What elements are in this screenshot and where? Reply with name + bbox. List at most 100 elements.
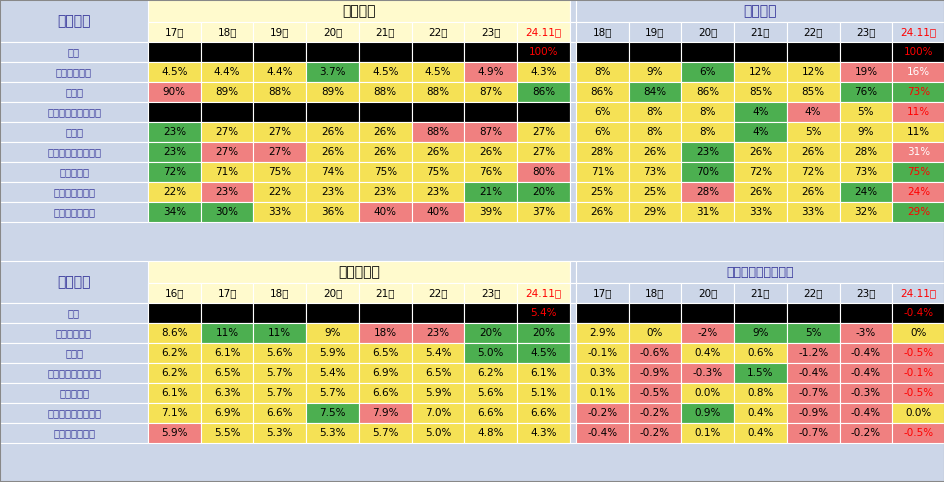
Bar bbox=[200, 62, 253, 82]
Text: 18年: 18年 bbox=[592, 27, 612, 37]
Text: 其中：私营企业: 其中：私营企业 bbox=[53, 207, 95, 217]
Bar bbox=[200, 403, 253, 423]
Bar bbox=[516, 22, 569, 42]
Text: 11%: 11% bbox=[906, 127, 929, 137]
Bar bbox=[412, 142, 464, 162]
Text: 24.11累: 24.11累 bbox=[900, 288, 936, 298]
Bar bbox=[628, 162, 681, 182]
Text: 28%: 28% bbox=[853, 147, 877, 157]
Text: 23%: 23% bbox=[373, 187, 396, 197]
Text: 76%: 76% bbox=[479, 167, 502, 177]
Bar bbox=[306, 62, 359, 82]
Bar bbox=[891, 62, 944, 82]
Bar bbox=[148, 403, 200, 423]
Bar bbox=[838, 323, 891, 343]
Bar bbox=[569, 343, 575, 363]
Bar bbox=[306, 423, 359, 443]
Bar bbox=[306, 142, 359, 162]
Text: 88%: 88% bbox=[426, 87, 449, 97]
Text: 7.9%: 7.9% bbox=[372, 408, 398, 418]
Bar bbox=[516, 62, 569, 82]
Text: -0.5%: -0.5% bbox=[902, 348, 933, 358]
Bar bbox=[359, 343, 412, 363]
Text: 90%: 90% bbox=[162, 87, 186, 97]
Bar bbox=[412, 82, 464, 102]
Bar bbox=[575, 423, 628, 443]
Bar bbox=[0, 0, 148, 42]
Bar bbox=[148, 122, 200, 142]
Bar bbox=[253, 182, 306, 202]
Bar bbox=[628, 383, 681, 403]
Bar bbox=[148, 182, 200, 202]
Text: 20%: 20% bbox=[531, 187, 554, 197]
Bar bbox=[838, 162, 891, 182]
Bar bbox=[838, 202, 891, 222]
Text: 71%: 71% bbox=[215, 167, 239, 177]
Text: 0.4%: 0.4% bbox=[694, 348, 720, 358]
Bar bbox=[516, 303, 569, 323]
Text: 72%: 72% bbox=[801, 167, 824, 177]
Text: 总计: 总计 bbox=[68, 47, 80, 57]
Text: 5.9%: 5.9% bbox=[425, 388, 451, 398]
Bar bbox=[838, 42, 891, 62]
Text: 5.6%: 5.6% bbox=[266, 348, 293, 358]
Bar bbox=[464, 102, 516, 122]
Bar bbox=[891, 122, 944, 142]
Bar bbox=[412, 22, 464, 42]
Bar bbox=[681, 102, 733, 122]
Text: 4.5%: 4.5% bbox=[160, 67, 188, 77]
Text: -0.6%: -0.6% bbox=[639, 348, 669, 358]
Text: 39%: 39% bbox=[479, 207, 502, 217]
Text: 21年: 21年 bbox=[375, 288, 395, 298]
Bar bbox=[891, 42, 944, 62]
Text: 40%: 40% bbox=[374, 207, 396, 217]
Bar bbox=[681, 42, 733, 62]
Bar bbox=[628, 22, 681, 42]
Bar bbox=[733, 122, 786, 142]
Text: 5.7%: 5.7% bbox=[319, 388, 346, 398]
Bar bbox=[516, 423, 569, 443]
Text: 6.2%: 6.2% bbox=[160, 368, 188, 378]
Text: 27%: 27% bbox=[268, 127, 291, 137]
Text: 86%: 86% bbox=[590, 87, 614, 97]
Bar bbox=[838, 102, 891, 122]
Text: 9%: 9% bbox=[646, 67, 663, 77]
Bar bbox=[359, 303, 412, 323]
Bar bbox=[628, 62, 681, 82]
Text: 23%: 23% bbox=[426, 328, 449, 338]
Bar bbox=[786, 363, 838, 383]
Bar bbox=[359, 122, 412, 142]
Bar bbox=[786, 102, 838, 122]
Bar bbox=[200, 182, 253, 202]
Bar bbox=[681, 62, 733, 82]
Text: 27%: 27% bbox=[531, 147, 554, 157]
Text: 4.5%: 4.5% bbox=[530, 348, 556, 358]
Bar bbox=[681, 303, 733, 323]
Bar bbox=[464, 162, 516, 182]
Bar bbox=[0, 62, 148, 82]
Text: 37%: 37% bbox=[531, 207, 554, 217]
Text: 86%: 86% bbox=[531, 87, 554, 97]
Bar bbox=[359, 202, 412, 222]
Text: 6.5%: 6.5% bbox=[372, 348, 398, 358]
Text: 外商及三资企业: 外商及三资企业 bbox=[53, 187, 95, 197]
Bar bbox=[838, 343, 891, 363]
Bar bbox=[253, 102, 306, 122]
Text: 32%: 32% bbox=[853, 207, 877, 217]
Bar bbox=[412, 423, 464, 443]
Text: 4%: 4% bbox=[804, 107, 820, 117]
Text: 11%: 11% bbox=[215, 328, 239, 338]
Text: 17年: 17年 bbox=[592, 288, 612, 298]
Bar bbox=[464, 403, 516, 423]
Text: 22%: 22% bbox=[162, 187, 186, 197]
Bar bbox=[253, 122, 306, 142]
Bar bbox=[359, 162, 412, 182]
Text: 19年: 19年 bbox=[645, 27, 664, 37]
Text: 18年: 18年 bbox=[217, 27, 237, 37]
Text: -0.9%: -0.9% bbox=[798, 408, 827, 418]
Bar bbox=[733, 403, 786, 423]
Bar bbox=[786, 22, 838, 42]
Bar bbox=[306, 182, 359, 202]
Bar bbox=[359, 102, 412, 122]
Bar bbox=[464, 82, 516, 102]
